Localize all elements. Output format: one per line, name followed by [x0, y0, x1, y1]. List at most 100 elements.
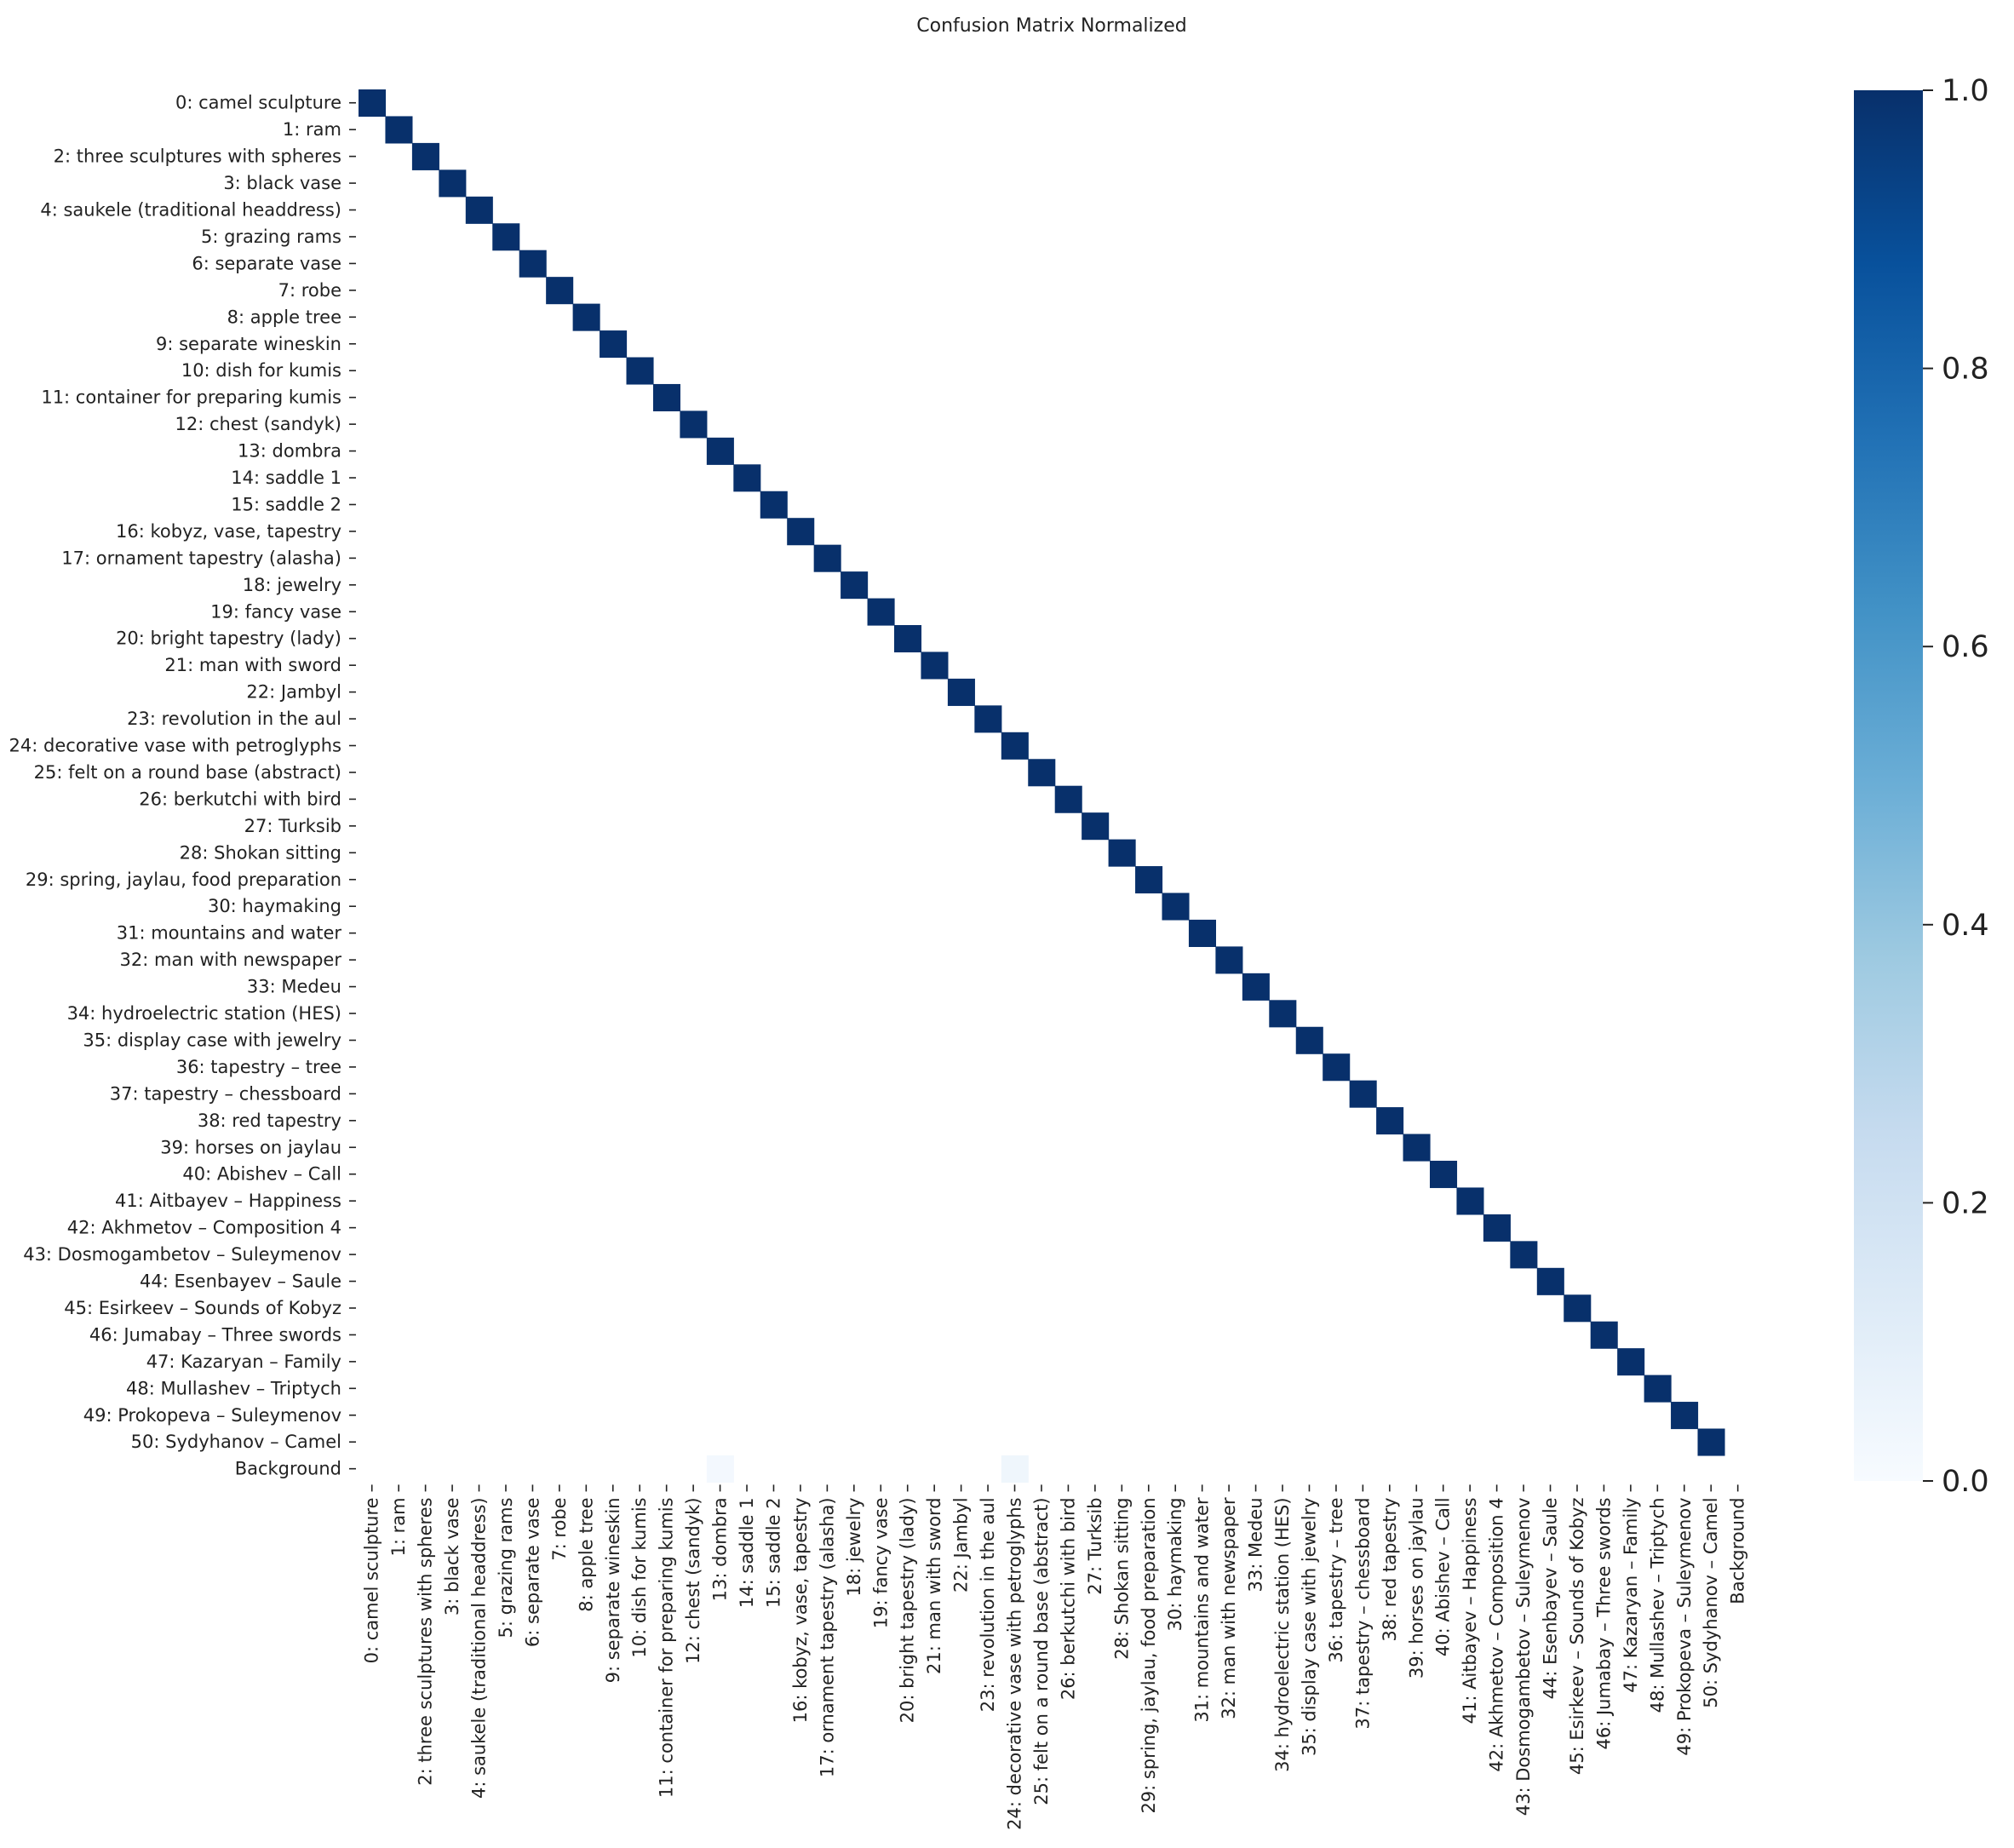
- x-tick-label: 1: ram: [388, 1497, 409, 1556]
- colorbar-tick-label: 0.8: [1942, 353, 1989, 387]
- heatmap-cell: [787, 518, 815, 546]
- y-tick-label: 24: decorative vase with petroglyphs: [9, 736, 341, 756]
- heatmap-cell: [1108, 839, 1136, 867]
- heatmap-cell: [1644, 1375, 1672, 1403]
- y-tick-label: 34: hydroelectric station (HES): [67, 1003, 341, 1024]
- colorbar-ticks: 0.0 0.2 0.4 0.6 0.8 1.0: [1923, 74, 1989, 1499]
- x-tick-label: 41: Aitbayev – Happiness: [1460, 1497, 1480, 1724]
- x-tick-label: 4: saukele (traditional headdress): [469, 1497, 490, 1799]
- y-tick-label: 29: spring, jaylau, food preparation: [26, 869, 341, 890]
- y-tick-label: 36: tapestry – tree: [176, 1057, 341, 1077]
- y-tick-label: 33: Medeu: [247, 977, 341, 997]
- x-tick-label: 26: berkutchi with bird: [1058, 1497, 1078, 1700]
- colorbar-tick-label: 0.4: [1942, 909, 1989, 943]
- heatmap-cell: [652, 383, 680, 411]
- y-tick-label: 23: revolution in the aul: [127, 709, 341, 729]
- y-tick-label: 26: berkutchi with bird: [139, 789, 341, 809]
- heatmap-cell: [1430, 1161, 1458, 1189]
- x-tick-label: 13: dombra: [710, 1497, 731, 1601]
- y-tick-label: 17: ornament tapestry (alasha): [61, 548, 341, 568]
- x-tick-label: 11: container for preparing kumis: [657, 1497, 677, 1798]
- heatmap-cell: [1349, 1080, 1377, 1108]
- heatmap-cell: [680, 410, 708, 439]
- heatmap-cell: [546, 277, 574, 305]
- x-tick-label: 6: separate vase: [522, 1497, 542, 1647]
- x-tick-label: 14: saddle 1: [737, 1497, 757, 1608]
- x-tick-label: 9: separate wineskin: [603, 1497, 623, 1683]
- y-tick-label: 44: Esenbayev – Saule: [140, 1271, 341, 1292]
- heatmap-cells: [359, 89, 1725, 1483]
- y-tick-label: 2: three sculptures with spheres: [54, 146, 341, 167]
- x-tick-label: 37: tapestry – chessboard: [1352, 1497, 1373, 1729]
- y-tick-label: 40: Abishev – Call: [182, 1164, 341, 1185]
- heatmap-cell: [1082, 812, 1110, 841]
- x-tick-label: 39: horses on jaylau: [1406, 1497, 1426, 1679]
- heatmap-cell: [947, 678, 975, 706]
- x-tick-label: 44: Esenbayev – Saule: [1541, 1497, 1561, 1699]
- x-tick-label: 2: three sculptures with spheres: [416, 1497, 436, 1785]
- y-tick-label: 37: tapestry – chessboard: [110, 1083, 341, 1104]
- heatmap-cell: [1617, 1348, 1645, 1376]
- y-tick-label: 12: chest (sandyk): [175, 414, 341, 434]
- x-tick-label: 7: robe: [549, 1497, 570, 1560]
- y-tick-label: 25: felt on a round base (abstract): [34, 762, 341, 783]
- y-tick-label: 6: separate vase: [192, 253, 341, 273]
- y-tick-label: 41: Aitbayev – Happiness: [115, 1191, 341, 1211]
- x-tick-label: 30: haymaking: [1165, 1497, 1185, 1631]
- heatmap-cell: [1028, 759, 1056, 787]
- x-tick-label: 5: grazing rams: [496, 1497, 516, 1638]
- x-tick-label: 12: chest (sandyk): [683, 1497, 703, 1664]
- x-tick-label: 42: Akhmetov – Composition 4: [1487, 1497, 1507, 1771]
- x-tick-label: 45: Esirkeev – Sounds of Kobyz: [1567, 1497, 1587, 1775]
- heatmap-cell: [1135, 866, 1163, 894]
- colorbar: 0.0 0.2 0.4 0.6 0.8 1.0: [1854, 74, 1989, 1499]
- x-tick-label: 8: apple tree: [576, 1497, 596, 1611]
- y-tick-label: 11: container for preparing kumis: [41, 387, 341, 408]
- heatmap-cell: [1590, 1321, 1618, 1349]
- y-tick-label: 48: Mullashev – Triptych: [126, 1378, 341, 1398]
- x-tick-label: 35: display case with jewelry: [1299, 1497, 1319, 1756]
- heatmap-cell: [1001, 1455, 1029, 1483]
- heatmap-cell: [1403, 1133, 1431, 1162]
- heatmap-cell: [1295, 1026, 1323, 1054]
- x-tick-label: 34: hydroelectric station (HES): [1272, 1497, 1293, 1771]
- heatmap-cell: [572, 303, 600, 331]
- colorbar-tick-label: 0.0: [1942, 1465, 1989, 1499]
- x-tick-label: Background: [1728, 1497, 1748, 1604]
- colorbar-tick-label: 1.0: [1942, 74, 1989, 108]
- heatmap-cell: [411, 142, 439, 170]
- heatmap-cell: [974, 705, 1002, 733]
- x-tick-label: 46: Jumabay – Three swords: [1593, 1497, 1614, 1749]
- x-axis-labels: 0: camel sculpture 1: ram 2: three sculptu…: [362, 1484, 1748, 1830]
- y-tick-label: 8: apple tree: [227, 307, 341, 327]
- colorbar-gradient: [1854, 90, 1923, 1481]
- heatmap-cell: [921, 651, 949, 680]
- x-tick-label: 24: decorative vase with petroglyphs: [1005, 1497, 1025, 1829]
- x-tick-label: 28: Shokan sitting: [1111, 1497, 1132, 1659]
- heatmap-cell: [1215, 946, 1243, 974]
- heatmap-cell: [894, 625, 922, 653]
- heatmap-cell: [1483, 1214, 1511, 1242]
- y-tick-label: 32: man with newspaper: [120, 950, 342, 970]
- heatmap-cell: [1188, 919, 1216, 947]
- y-tick-label: 42: Akhmetov – Composition 4: [67, 1218, 341, 1238]
- heatmap-cell: [1269, 1000, 1297, 1028]
- heatmap-cell: [1323, 1053, 1351, 1082]
- y-tick-label: 0: camel sculpture: [175, 93, 341, 113]
- x-tick-label: 31: mountains and water: [1192, 1497, 1213, 1723]
- y-tick-label: Background: [235, 1459, 341, 1479]
- heatmap-cell: [841, 571, 869, 600]
- heatmap-cell: [519, 250, 547, 278]
- y-tick-label: 49: Prokopeva – Suleymenov: [83, 1405, 341, 1426]
- heatmap-cell: [1671, 1402, 1699, 1430]
- heatmap-cell: [867, 598, 895, 626]
- y-tick-label: 38: red tapestry: [198, 1111, 341, 1131]
- heatmap-cell: [813, 544, 841, 572]
- heatmap-cell: [1456, 1187, 1484, 1215]
- heatmap-cell: [465, 196, 493, 224]
- y-tick-label: 27: Turksib: [244, 816, 341, 836]
- heatmap-cell: [626, 357, 654, 385]
- y-tick-label: 39: horses on jaylau: [160, 1137, 341, 1157]
- heatmap-cell: [706, 437, 734, 465]
